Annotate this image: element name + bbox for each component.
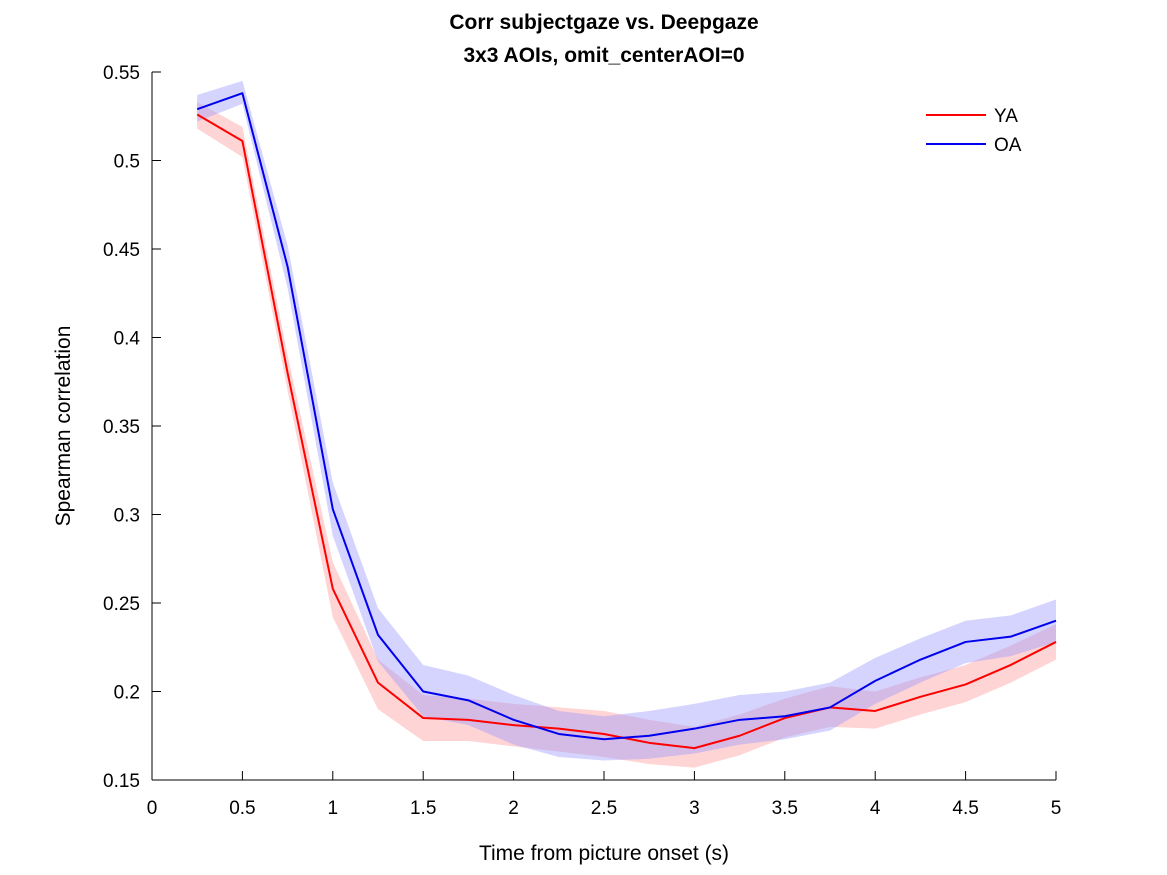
x-tick-label: 1.5 [410,798,436,819]
chart-title-line-2: 3x3 AOIs, omit_centerAOI=0 [463,44,744,67]
x-tick-label: 5 [1051,798,1062,819]
legend-label-oa: OA [994,135,1022,156]
y-axis-label: Spearman correlation [52,326,75,527]
axes: 0 0.5 1 1.5 2 2.5 3 3.5 4 4.5 5 0.15 0.2 0.25 0.3 0.35… [103,63,1061,819]
confidence-bands [197,80,1056,768]
y-ticks: 0.15 0.2 0.25 0.3 0.35 0.4 0.45 0.5 0.55 [103,63,161,792]
x-tick-label: 4.5 [952,798,978,819]
y-tick-label: 0.35 [103,417,140,438]
x-tick-label: 0 [147,798,158,819]
series-lines [196,92,1057,750]
y-tick-label: 0.4 [114,329,141,350]
x-tick-label: 4 [870,798,881,819]
y-tick-label: 0.3 [114,506,140,527]
x-tick-label: 2.5 [591,798,617,819]
legend-label-ya: YA [994,106,1018,127]
x-ticks: 0 0.5 1 1.5 2 2.5 3 3.5 4 4.5 5 [147,771,1062,819]
legend: YA OA [926,106,1022,156]
x-tick-label: 3.5 [772,798,798,819]
plot-area [196,80,1057,768]
y-tick-label: 0.55 [103,63,140,84]
series-line-oa [196,92,1057,741]
y-tick-label: 0.15 [103,771,140,792]
y-tick-label: 0.5 [114,152,140,173]
y-tick-label: 0.2 [114,683,140,704]
y-tick-label: 0.25 [103,594,140,615]
chart-title-line-1: Corr subjectgaze vs. Deepgaze [449,11,758,34]
y-tick-label: 0.45 [103,240,140,261]
confidence-band-oa [197,80,1056,761]
x-tick-label: 0.5 [229,798,255,819]
x-tick-label: 2 [508,798,519,819]
x-tick-label: 1 [328,798,339,819]
x-tick-label: 3 [689,798,700,819]
x-axis-label: Time from picture onset (s) [479,842,729,865]
